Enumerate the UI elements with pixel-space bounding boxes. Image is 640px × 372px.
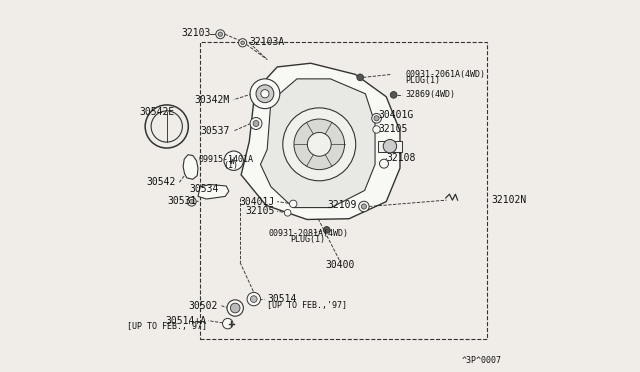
Text: 32108: 32108: [386, 153, 415, 163]
Polygon shape: [378, 141, 402, 152]
Circle shape: [380, 159, 388, 168]
Polygon shape: [183, 155, 198, 179]
Circle shape: [289, 200, 297, 208]
Text: [UP TO FEB.,'97]: [UP TO FEB.,'97]: [267, 301, 347, 310]
Circle shape: [307, 132, 331, 156]
Circle shape: [284, 209, 291, 216]
Text: 30534: 30534: [189, 184, 219, 194]
Text: 30542: 30542: [147, 177, 175, 187]
Circle shape: [253, 121, 259, 126]
Circle shape: [239, 39, 246, 47]
Text: W: W: [230, 157, 234, 166]
Polygon shape: [260, 79, 375, 208]
Circle shape: [323, 227, 330, 233]
Circle shape: [227, 300, 243, 316]
Circle shape: [357, 74, 364, 81]
Circle shape: [372, 113, 381, 123]
Text: 30531: 30531: [167, 196, 196, 206]
Text: 32102N: 32102N: [491, 195, 526, 205]
Text: 30514: 30514: [267, 294, 296, 304]
Circle shape: [189, 199, 194, 204]
Text: 30401J: 30401J: [239, 197, 275, 206]
Text: 30401G: 30401G: [379, 110, 414, 120]
Circle shape: [358, 201, 369, 212]
Text: PLUG(1): PLUG(1): [291, 235, 326, 244]
Circle shape: [250, 79, 280, 109]
Text: 30537: 30537: [200, 126, 230, 136]
Circle shape: [230, 303, 240, 313]
Polygon shape: [241, 63, 400, 219]
Text: 32103: 32103: [181, 29, 211, 38]
Circle shape: [294, 119, 344, 170]
Text: PLUG(1): PLUG(1): [406, 76, 440, 85]
Polygon shape: [198, 185, 229, 199]
Text: [UP TO FEB.,'97]: [UP TO FEB.,'97]: [127, 322, 207, 331]
Circle shape: [390, 92, 397, 98]
Circle shape: [373, 126, 380, 133]
Text: 32105: 32105: [245, 206, 275, 216]
Text: 30502: 30502: [188, 301, 218, 311]
Circle shape: [256, 85, 274, 103]
Text: 32105: 32105: [379, 125, 408, 134]
Text: 32869(4WD): 32869(4WD): [406, 90, 456, 99]
Circle shape: [362, 204, 367, 209]
Circle shape: [283, 108, 356, 181]
Text: 30542E: 30542E: [140, 107, 175, 116]
Text: 00931-2061A(4WD): 00931-2061A(4WD): [406, 70, 486, 79]
Text: ^3P^0007: ^3P^0007: [461, 356, 502, 365]
Circle shape: [224, 151, 243, 170]
Text: 00931-2081A(4WD): 00931-2081A(4WD): [268, 229, 348, 238]
Circle shape: [223, 318, 233, 329]
Circle shape: [374, 116, 379, 121]
Circle shape: [247, 292, 260, 306]
Text: 30400: 30400: [326, 260, 355, 270]
Text: 09915-1401A: 09915-1401A: [199, 155, 253, 164]
Circle shape: [250, 296, 257, 302]
Circle shape: [187, 197, 196, 206]
Circle shape: [241, 41, 244, 45]
Circle shape: [250, 118, 262, 129]
Text: 32103A: 32103A: [250, 37, 285, 46]
Text: 30342M: 30342M: [195, 95, 230, 105]
Circle shape: [218, 32, 223, 36]
Text: 30514+A: 30514+A: [165, 316, 207, 326]
Circle shape: [383, 140, 397, 153]
Circle shape: [216, 30, 225, 39]
Text: 32109: 32109: [328, 201, 357, 210]
Text: (1): (1): [223, 161, 238, 170]
Circle shape: [261, 90, 269, 98]
